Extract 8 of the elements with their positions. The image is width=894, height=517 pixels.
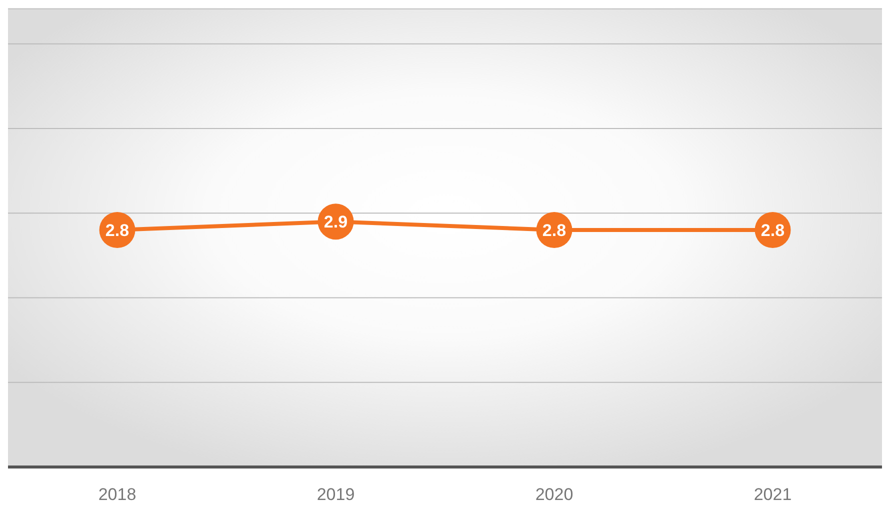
data-label: 2.9 <box>324 212 348 232</box>
data-label: 2.8 <box>542 221 566 240</box>
x-tick-label: 2019 <box>316 485 355 504</box>
data-label: 2.8 <box>105 221 130 240</box>
x-tick-label: 2018 <box>98 485 136 504</box>
x-tick-label: 2020 <box>535 485 574 504</box>
data-label: 2.8 <box>760 221 785 240</box>
x-tick-label: 2021 <box>754 485 792 504</box>
